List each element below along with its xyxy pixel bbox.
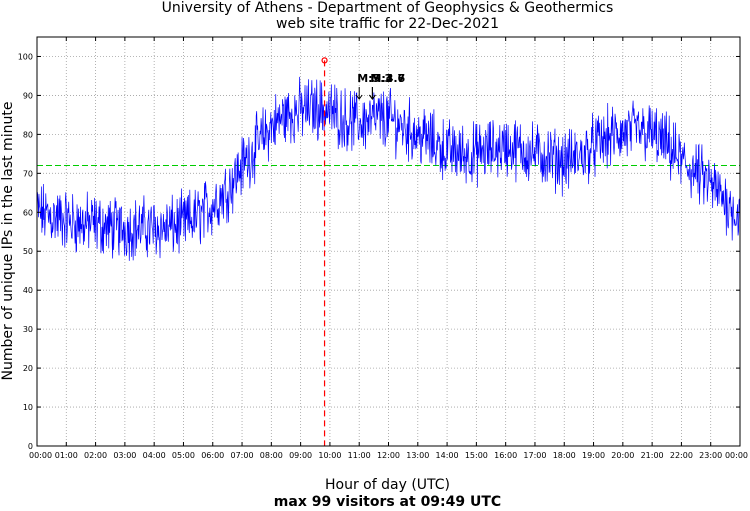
x-tick-label: 05:00 [172, 451, 195, 460]
annotation-label: M:3.6 [370, 72, 405, 85]
chart-title: University of Athens - Department of Geo… [161, 0, 614, 16]
x-tick-label: 11:00 [348, 451, 371, 460]
y-tick-label: 100 [18, 52, 33, 61]
y-tick-label: 10 [23, 403, 33, 412]
x-tick-label: 10:00 [318, 451, 341, 460]
x-tick-label: 12:00 [377, 451, 400, 460]
y-tick-label: 40 [23, 286, 33, 295]
max-visitors-footer: max 99 visitors at 09:49 UTC [273, 494, 502, 510]
series-layer [36, 76, 741, 261]
x-tick-label: 01:00 [55, 451, 78, 460]
y-tick-label: 70 [23, 169, 33, 178]
annotation-label: M:5.3 [357, 72, 392, 85]
x-tick-label: 13:00 [406, 451, 429, 460]
y-tick-label: 90 [23, 91, 33, 100]
x-tick-label: 18:00 [553, 451, 576, 460]
y-tick-label: 50 [23, 247, 33, 256]
x-tick-label: 15:00 [465, 451, 488, 460]
max-marker-layer [321, 57, 328, 446]
y-tick-label: 60 [23, 208, 33, 217]
x-tick-label: 03:00 [113, 451, 136, 460]
annotation-label: M:4.7 [370, 72, 405, 85]
x-tick-label: 07:00 [231, 451, 254, 460]
max-point [321, 57, 328, 64]
x-tick-label: 21:00 [641, 451, 664, 460]
y-tick-label: 0 [28, 442, 33, 451]
x-tick-label: 02:00 [84, 451, 107, 460]
chart-subtitle: web site traffic for 22-Dec-2021 [276, 16, 499, 32]
x-tick-label: 00:00 [725, 451, 748, 460]
annotation-arrow-head [368, 94, 376, 100]
x-tick-label: 04:00 [143, 451, 166, 460]
x-tick-label: 16:00 [494, 451, 517, 460]
x-tick-label: 19:00 [582, 451, 605, 460]
x-tick-label: 17:00 [523, 451, 546, 460]
x-tick-label: 08:00 [260, 451, 283, 460]
series-line [36, 76, 741, 261]
x-tick-label: 09:00 [289, 451, 312, 460]
y-axis-label: Number of unique IPs in the last minute [0, 101, 16, 381]
y-tick-label: 20 [23, 364, 33, 373]
annotations-layer: M:5.3M:3.6M:4.7 [355, 72, 406, 100]
grid [37, 37, 740, 446]
x-tick-label: 20:00 [611, 451, 634, 460]
x-tick-label: 23:00 [699, 451, 722, 460]
x-tick-label: 00:00 [29, 451, 52, 460]
y-tick-label: 80 [23, 130, 33, 139]
x-axis-label: Hour of day (UTC) [325, 477, 450, 493]
x-tick-label: 22:00 [670, 451, 693, 460]
y-tick-label: 30 [23, 325, 33, 334]
x-tick-label: 14:00 [436, 451, 459, 460]
x-tick-label: 06:00 [201, 451, 224, 460]
annotation-arrow-head [355, 94, 363, 100]
axes [36, 36, 741, 447]
